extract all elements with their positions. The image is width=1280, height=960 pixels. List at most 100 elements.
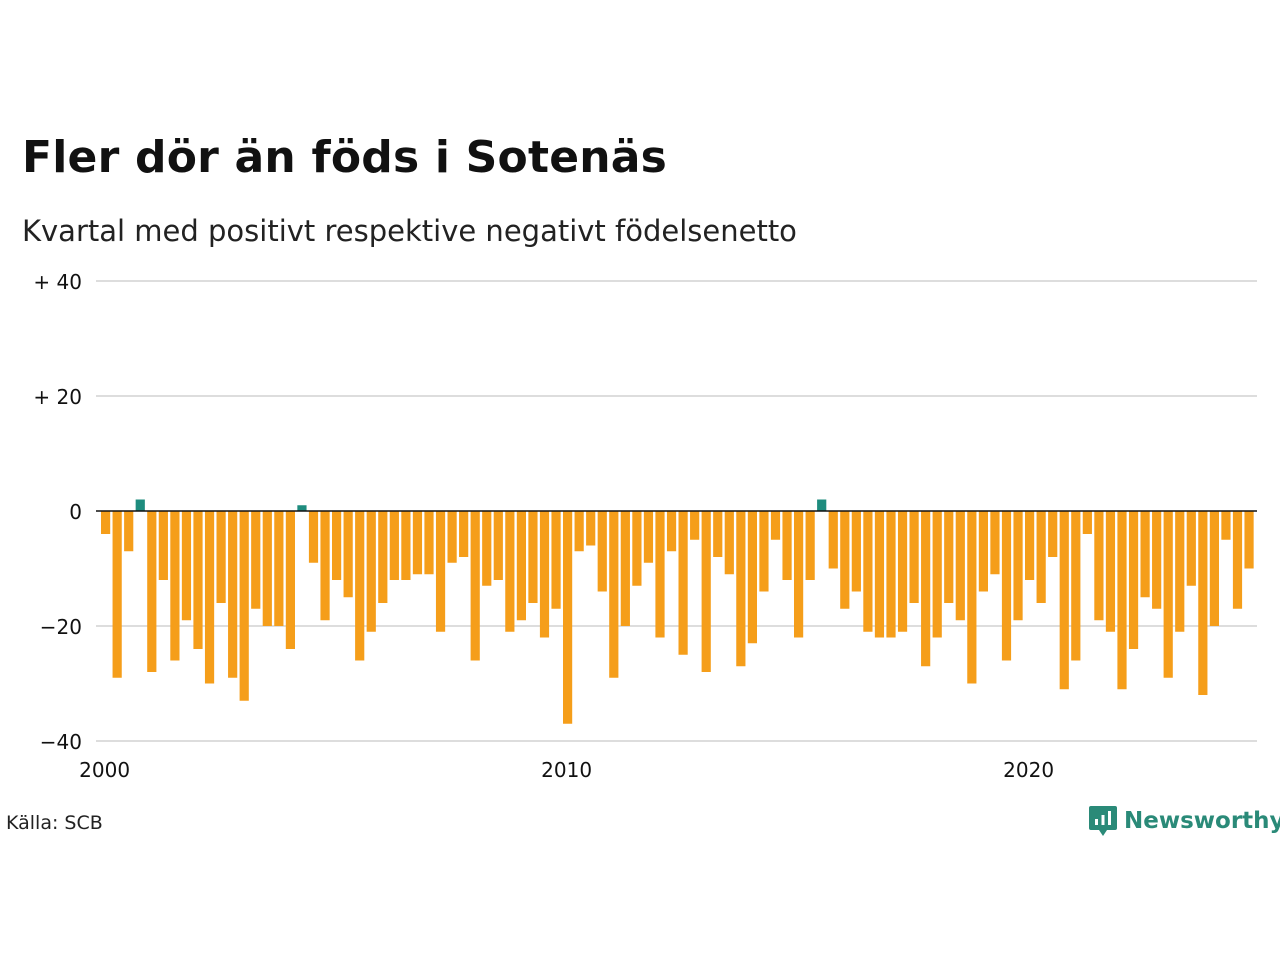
bar-negative (805, 511, 815, 580)
bar-negative (1025, 511, 1035, 580)
bar-negative (228, 511, 238, 678)
bar-negative (782, 511, 792, 580)
newsworthy-logo-icon (1089, 806, 1117, 836)
bar-negative (262, 511, 272, 626)
bar-negative (909, 511, 919, 603)
bar-negative (528, 511, 538, 603)
bar-negative (1036, 511, 1046, 603)
bar-negative (1117, 511, 1127, 690)
bar-negative (170, 511, 180, 661)
x-axis-labels: 2000 2010 2020 (79, 758, 1054, 782)
bar-negative (1163, 511, 1173, 678)
bar-positive (817, 499, 827, 511)
bar-negative (955, 511, 965, 621)
bar-negative (1221, 511, 1231, 540)
bar-negative (424, 511, 434, 575)
bar-negative (666, 511, 677, 552)
x-tick-label: 2000 (79, 758, 130, 782)
bar-negative (1105, 511, 1116, 632)
bar-negative (794, 511, 804, 638)
bar-negative (401, 511, 411, 580)
bar-negative (332, 511, 342, 580)
y-tick-label: 0 (69, 500, 82, 524)
bar-negative (124, 511, 134, 552)
bar-negative (990, 511, 1000, 575)
bar-negative (1048, 511, 1058, 557)
bar-negative (551, 511, 561, 609)
bar-negative (1013, 511, 1023, 621)
bar-negative (759, 511, 769, 592)
brand-name: Newsworthy (1124, 808, 1280, 834)
bar-negative (181, 511, 192, 621)
bar-negative (158, 511, 168, 580)
bar-negative (447, 511, 457, 563)
bar-positive (297, 505, 307, 511)
bar-negative (967, 511, 977, 684)
bar-negative (435, 511, 446, 632)
bar-negative (620, 511, 630, 626)
bar-negative (609, 511, 619, 678)
bar-negative (1082, 511, 1092, 534)
chart-subtitle: Kvartal med positivt respektive negativt… (22, 214, 797, 248)
bar-chart: + 40 + 20 0 −20 −40 2000 2010 2020 (33, 270, 1257, 782)
bar-negative (274, 511, 284, 626)
bar-negative (516, 511, 526, 621)
bar-negative (412, 511, 423, 575)
bar-negative (747, 511, 757, 644)
bar-negative (655, 511, 665, 638)
bar-negative (713, 511, 723, 557)
bar-negative (147, 511, 157, 672)
bar-negative (308, 511, 319, 563)
bar-negative (1128, 511, 1139, 649)
bar-negative (1071, 511, 1081, 661)
bar-negative (1209, 511, 1219, 626)
bars (101, 499, 1254, 724)
brand-logo: Newsworthy (1088, 804, 1280, 838)
bar-negative (193, 511, 203, 649)
chart-title: Fler dör än föds i Sotenäs (22, 132, 668, 183)
bar-negative (320, 511, 330, 621)
bar-negative (978, 511, 988, 592)
bar-negative (736, 511, 746, 667)
bar-negative (343, 511, 353, 598)
bar-negative (643, 511, 654, 563)
bar-negative (897, 511, 908, 632)
bar-negative (944, 511, 954, 603)
y-tick-label: −20 (40, 615, 82, 639)
bar-negative (863, 511, 873, 632)
x-tick-label: 2010 (541, 758, 592, 782)
bar-negative (1059, 511, 1069, 690)
y-tick-label: −40 (40, 730, 82, 754)
y-axis-labels: + 40 + 20 0 −20 −40 (33, 270, 82, 754)
bar-negative (678, 511, 688, 655)
bar-negative (482, 511, 492, 586)
bar-negative (459, 511, 469, 557)
bar-negative (851, 511, 861, 592)
bar-negative (563, 511, 573, 724)
bar-negative (493, 511, 503, 580)
bar-negative (204, 511, 215, 684)
bar-negative (112, 511, 122, 678)
bar-negative (1001, 511, 1012, 661)
bar-negative (828, 511, 838, 569)
bar-positive (135, 499, 145, 511)
bar-negative (1152, 511, 1162, 609)
bar-negative (389, 511, 399, 580)
bar-negative (886, 511, 896, 638)
bar-negative (1186, 511, 1196, 586)
bar-negative (239, 511, 249, 701)
bar-negative (366, 511, 376, 632)
bar-negative (597, 511, 607, 592)
bar-negative (1198, 511, 1208, 695)
bar-negative (101, 511, 111, 534)
bar-negative (505, 511, 515, 632)
bar-negative (840, 511, 850, 609)
bar-negative (1094, 511, 1104, 621)
bar-negative (251, 511, 261, 609)
y-tick-label: + 40 (33, 270, 82, 294)
bar-negative (470, 511, 480, 661)
bar-negative (574, 511, 584, 552)
bar-negative (874, 511, 885, 638)
bar-negative (1244, 511, 1254, 569)
bar-negative (586, 511, 596, 546)
